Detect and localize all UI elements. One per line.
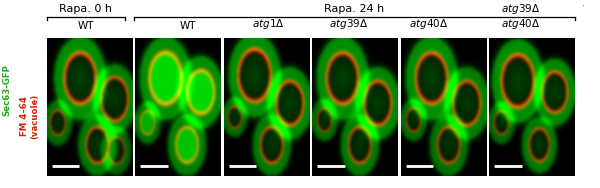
Text: Rapa. 0 h: Rapa. 0 h bbox=[59, 4, 112, 14]
Text: WT: WT bbox=[179, 21, 196, 31]
Text: ·: · bbox=[581, 1, 584, 11]
Text: WT: WT bbox=[77, 21, 94, 31]
Text: $\mathit{atg39}\Delta$: $\mathit{atg39}\Delta$ bbox=[329, 17, 368, 31]
Text: $\mathit{atg39}\Delta$
$\mathit{atg40}\Delta$: $\mathit{atg39}\Delta$ $\mathit{atg40}\D… bbox=[501, 2, 541, 31]
Text: FM 4–64
(vacuole): FM 4–64 (vacuole) bbox=[20, 94, 40, 139]
Text: Rapa. 24 h: Rapa. 24 h bbox=[325, 4, 385, 14]
Text: $\mathit{atg1}\Delta$: $\mathit{atg1}\Delta$ bbox=[252, 17, 284, 31]
Text: $\mathit{atg40}\Delta$: $\mathit{atg40}\Delta$ bbox=[409, 17, 449, 31]
Text: Sec63-GFP: Sec63-GFP bbox=[2, 64, 12, 116]
